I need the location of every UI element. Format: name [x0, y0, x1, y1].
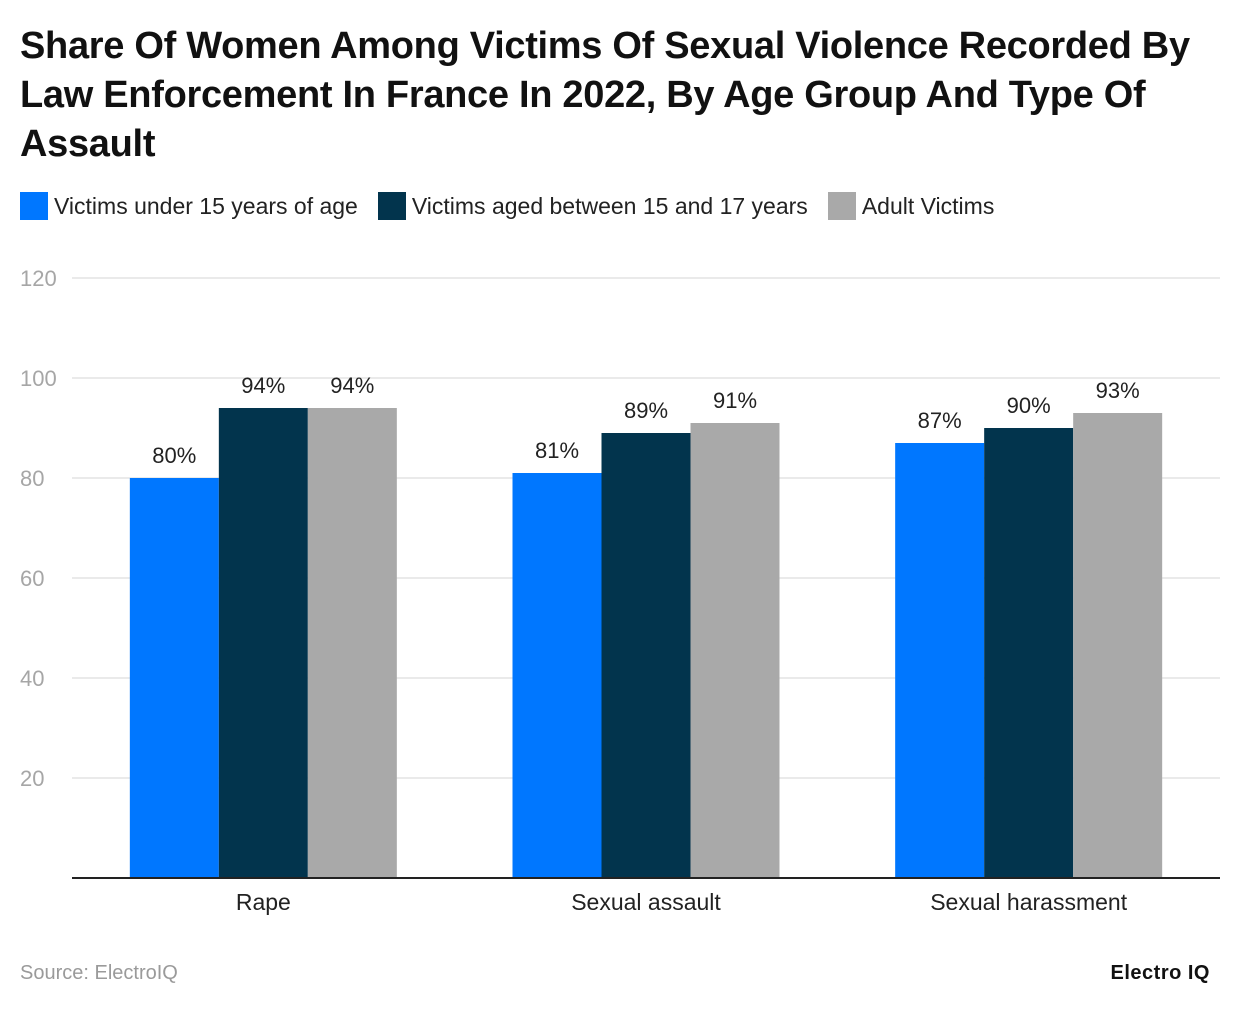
bar [512, 473, 602, 878]
data-label: 81% [535, 438, 579, 463]
legend-swatch-under-15 [20, 192, 48, 220]
bar [218, 408, 308, 878]
legend: Victims under 15 years of age Victims ag… [20, 192, 994, 220]
data-label: 89% [624, 398, 668, 423]
data-label: 91% [713, 388, 757, 413]
x-tick-label: Sexual assault [571, 889, 721, 915]
legend-item-under-15: Victims under 15 years of age [20, 192, 358, 220]
y-tick-label: 100 [20, 366, 57, 391]
chart-title: Share Of Women Among Victims Of Sexual V… [20, 25, 1190, 165]
data-label: 94% [330, 373, 374, 398]
data-label: 80% [152, 443, 196, 468]
y-tick-label: 20 [20, 766, 44, 791]
bar [307, 408, 397, 878]
x-tick-label: Sexual harassment [930, 889, 1127, 915]
source-note: Source: ElectroIQ [20, 962, 178, 984]
legend-item-15-17: Victims aged between 15 and 17 years [377, 192, 808, 220]
y-tick-label: 60 [20, 566, 44, 591]
bar [690, 423, 780, 878]
y-tick-label: 40 [20, 666, 44, 691]
bar [129, 478, 219, 878]
legend-swatch-15-17 [377, 192, 406, 220]
x-tick-label: Rape [236, 889, 291, 915]
legend-label-under-15: Victims under 15 years of age [54, 192, 358, 219]
legend-item-adult: Adult Victims [827, 192, 995, 220]
data-label: 90% [1007, 393, 1051, 418]
data-label: 93% [1096, 378, 1140, 403]
legend-swatch-adult [827, 192, 856, 220]
y-tick-label: 80 [20, 466, 44, 491]
y-tick-label: 120 [20, 266, 57, 291]
bar [1073, 413, 1163, 878]
legend-label-adult: Adult Victims [861, 192, 995, 219]
bar [895, 443, 985, 878]
data-label: 87% [918, 408, 962, 433]
bar [601, 433, 691, 878]
data-label: 94% [241, 373, 285, 398]
bar [984, 428, 1074, 878]
brand-logo: Electro IQ [1110, 962, 1210, 984]
legend-label-15-17: Victims aged between 15 and 17 years [411, 192, 808, 219]
